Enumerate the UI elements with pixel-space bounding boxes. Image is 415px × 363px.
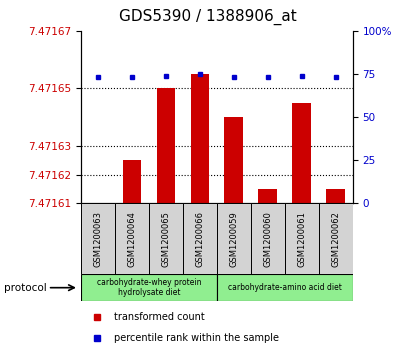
Bar [251, 203, 285, 274]
Text: GSM1200060: GSM1200060 [263, 211, 272, 266]
Text: protocol: protocol [4, 283, 47, 293]
Text: GSM1200066: GSM1200066 [195, 211, 204, 267]
Bar [285, 203, 319, 274]
Bar [122, 160, 141, 203]
Text: carbohydrate-amino acid diet: carbohydrate-amino acid diet [228, 283, 342, 292]
Bar [217, 274, 353, 301]
Text: GSM1200059: GSM1200059 [229, 211, 238, 266]
Bar [319, 203, 353, 274]
Bar [183, 203, 217, 274]
Text: GSM1200065: GSM1200065 [161, 211, 171, 266]
Text: GSM1200064: GSM1200064 [127, 211, 137, 266]
Text: GSM1200063: GSM1200063 [93, 211, 103, 267]
Bar [81, 274, 217, 301]
Text: GSM1200061: GSM1200061 [297, 211, 306, 266]
Text: GDS5390 / 1388906_at: GDS5390 / 1388906_at [119, 9, 296, 25]
Bar [293, 103, 311, 203]
Bar [156, 88, 175, 203]
Bar [81, 203, 115, 274]
Bar [149, 203, 183, 274]
Bar [327, 189, 345, 203]
Bar [115, 203, 149, 274]
Text: GSM1200062: GSM1200062 [331, 211, 340, 266]
Text: percentile rank within the sample: percentile rank within the sample [114, 333, 279, 343]
Text: carbohydrate-whey protein
hydrolysate diet: carbohydrate-whey protein hydrolysate di… [97, 278, 201, 297]
Bar [225, 117, 243, 203]
Bar [259, 189, 277, 203]
Bar [190, 74, 209, 203]
Text: transformed count: transformed count [114, 312, 205, 322]
Bar [217, 203, 251, 274]
